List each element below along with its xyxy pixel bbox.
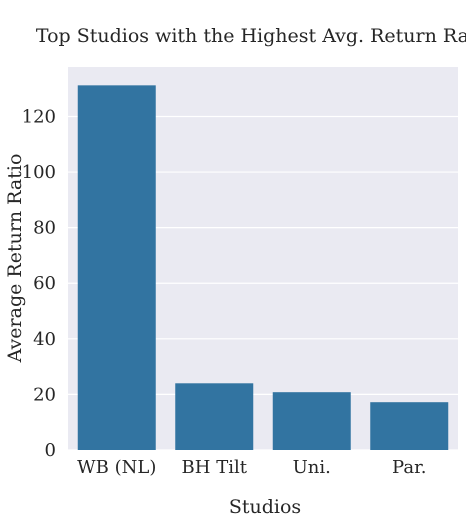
y-tick-label: 20 <box>33 384 56 405</box>
bar-1 <box>175 383 254 450</box>
chart-title: Top Studios with the Highest Avg. Return… <box>36 25 466 47</box>
y-tick-label: 40 <box>33 329 56 350</box>
y-tick-label: 80 <box>33 218 56 239</box>
y-tick-label: 100 <box>22 162 56 183</box>
bar-0 <box>77 85 156 450</box>
bar-2 <box>272 392 351 450</box>
x-tick-label: Par. <box>392 457 426 478</box>
x-tick-label: WB (NL) <box>77 457 156 478</box>
x-axis-title: Studios <box>229 496 301 518</box>
y-axis-title: Average Return Ratio <box>4 154 26 364</box>
y-tick-label: 60 <box>33 273 56 294</box>
x-tick-labels: WB (NL) BH Tilt Uni. Par. <box>77 457 426 478</box>
x-tick-label: Uni. <box>293 457 331 478</box>
bars <box>77 85 449 450</box>
y-tick-labels: 0 20 40 60 80 100 120 <box>22 106 56 461</box>
bar-3 <box>370 402 449 450</box>
y-tick-label: 0 <box>45 440 56 461</box>
y-tick-label: 120 <box>22 106 56 127</box>
x-tick-label: BH Tilt <box>182 457 248 478</box>
